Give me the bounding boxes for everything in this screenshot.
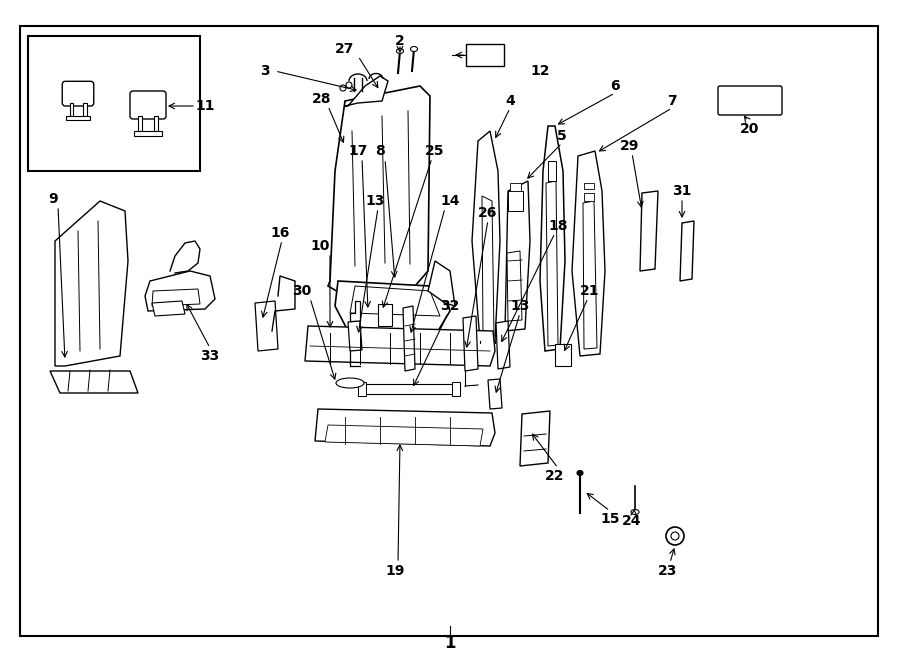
FancyBboxPatch shape [62,81,94,106]
Bar [508,191,523,211]
Polygon shape [152,289,200,306]
Bar [510,183,521,191]
Text: 31: 31 [672,184,692,198]
Bar [378,304,392,326]
Text: 15: 15 [600,512,620,526]
Polygon shape [55,201,128,366]
Text: 28: 28 [312,92,332,106]
Polygon shape [472,131,500,341]
Bar [154,116,158,131]
Text: 9: 9 [49,192,58,206]
Polygon shape [463,316,478,371]
Text: 6: 6 [610,79,620,93]
Text: 8: 8 [375,144,385,158]
Text: 11: 11 [195,99,215,113]
Text: 18: 18 [548,219,568,233]
FancyBboxPatch shape [130,91,166,119]
Polygon shape [328,86,430,293]
Text: 27: 27 [336,42,355,56]
Circle shape [346,82,352,88]
Polygon shape [540,126,565,351]
Polygon shape [572,151,605,356]
Text: 5: 5 [557,129,567,143]
Bar [69,103,73,116]
Polygon shape [507,251,522,321]
Polygon shape [482,196,494,336]
Polygon shape [350,286,440,316]
Text: 7: 7 [667,94,677,108]
Bar [358,382,366,396]
Ellipse shape [397,48,403,54]
Bar [66,116,90,120]
Polygon shape [315,409,495,446]
Text: 19: 19 [385,564,405,578]
Polygon shape [335,281,450,331]
Polygon shape [548,161,556,181]
Text: 33: 33 [201,349,220,363]
Bar [584,193,594,201]
Polygon shape [50,371,138,393]
Text: 21: 21 [580,284,599,298]
Text: 23: 23 [658,564,678,578]
Polygon shape [583,201,597,349]
Polygon shape [488,379,502,409]
Text: 3: 3 [260,64,270,78]
Polygon shape [496,321,510,369]
Text: 24: 24 [622,514,642,528]
Polygon shape [520,411,550,466]
Bar [466,44,504,66]
Text: 14: 14 [440,194,460,208]
Text: 22: 22 [545,469,565,483]
Polygon shape [640,191,658,271]
Text: 17: 17 [348,144,368,158]
Text: 20: 20 [741,122,760,136]
Bar [360,384,460,394]
Polygon shape [428,261,455,306]
Text: 4: 4 [505,94,515,108]
Polygon shape [305,326,495,366]
Text: 26: 26 [478,206,498,220]
Ellipse shape [336,378,364,388]
Circle shape [666,527,684,545]
Polygon shape [505,181,530,331]
Text: 25: 25 [425,144,445,158]
Text: 2: 2 [395,34,405,48]
Text: 32: 32 [440,299,460,313]
Polygon shape [345,76,388,106]
Circle shape [671,532,679,540]
Polygon shape [145,271,215,311]
Text: 12: 12 [530,64,550,78]
Text: 10: 10 [310,239,329,253]
Bar [134,131,162,136]
Text: 29: 29 [620,139,640,153]
Text: 30: 30 [292,284,311,298]
Bar [584,183,594,189]
Bar [452,382,460,396]
Polygon shape [325,425,483,446]
Ellipse shape [577,471,583,475]
Polygon shape [350,301,360,321]
Bar [555,344,571,366]
Polygon shape [546,181,558,346]
Text: 13: 13 [510,299,530,313]
Text: 13: 13 [365,194,384,208]
Polygon shape [255,301,278,351]
Polygon shape [403,306,415,371]
Bar [138,116,142,131]
Bar [83,103,86,116]
Ellipse shape [631,510,639,514]
Text: 16: 16 [270,226,290,240]
Polygon shape [348,321,362,351]
Polygon shape [680,221,694,281]
Polygon shape [152,301,185,316]
Bar [28,36,200,171]
Text: 1: 1 [445,634,455,652]
Ellipse shape [410,46,418,52]
FancyBboxPatch shape [718,86,782,115]
Circle shape [340,85,346,91]
